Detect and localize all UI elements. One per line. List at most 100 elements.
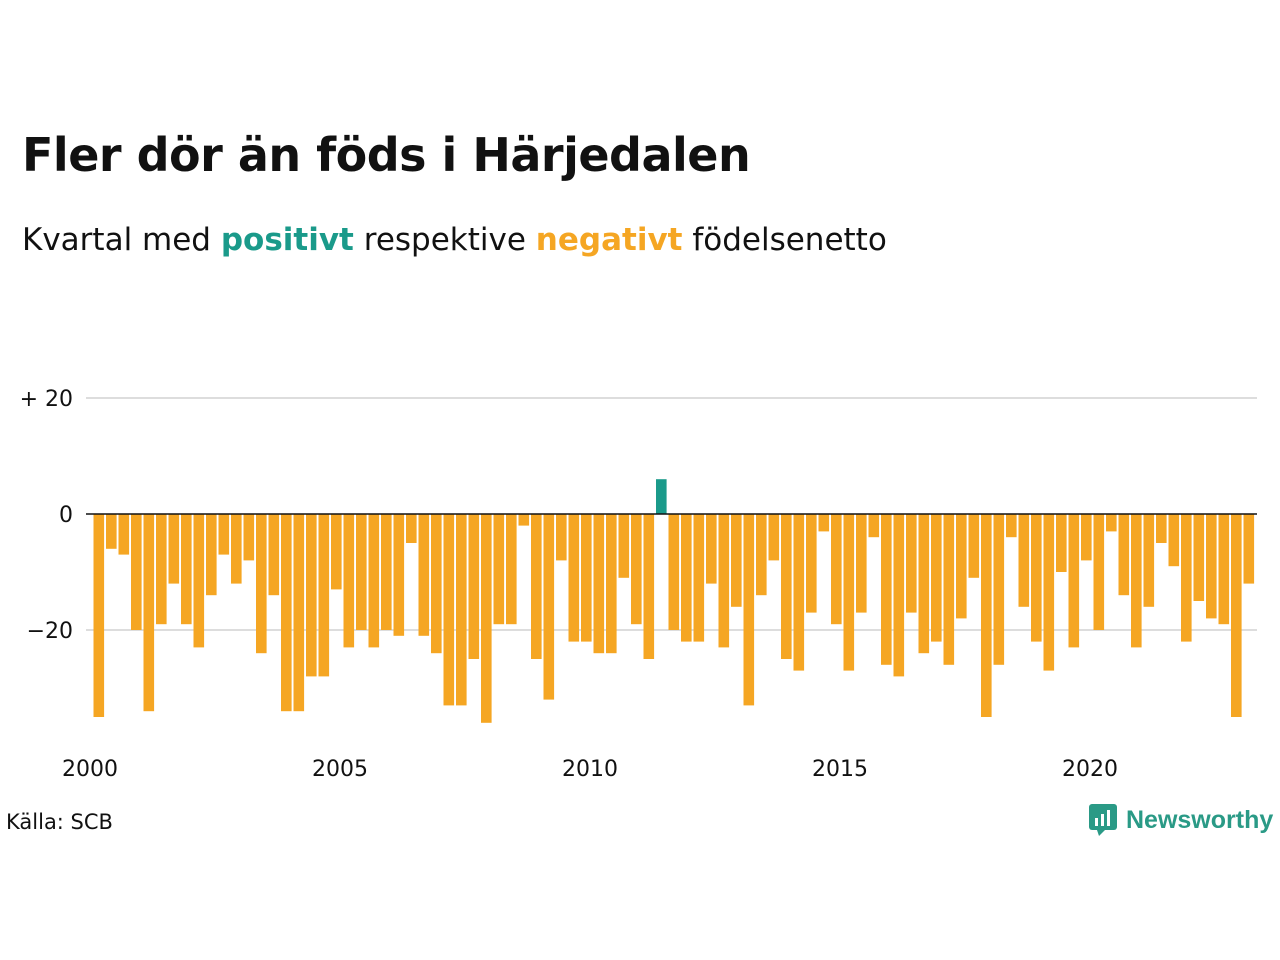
y-axis-ticks: + 20 0 −20 bbox=[20, 387, 73, 644]
x-tick-label: 2005 bbox=[312, 757, 368, 782]
bar bbox=[731, 514, 742, 607]
x-tick-label: 2010 bbox=[562, 757, 618, 782]
bar bbox=[593, 514, 605, 654]
bar bbox=[843, 514, 855, 671]
bar bbox=[768, 514, 780, 561]
bar bbox=[468, 514, 480, 659]
bar bbox=[1093, 514, 1105, 630]
bar bbox=[556, 514, 567, 561]
bar bbox=[143, 514, 155, 712]
bar bbox=[343, 514, 355, 648]
bar bbox=[1031, 514, 1042, 642]
bar bbox=[706, 514, 717, 584]
bar bbox=[668, 514, 680, 630]
logo-text: Newsworthy bbox=[1126, 805, 1274, 834]
bar bbox=[168, 514, 180, 584]
bar bbox=[131, 514, 142, 630]
bar bbox=[818, 514, 830, 532]
bar bbox=[1156, 514, 1167, 543]
bar bbox=[1206, 514, 1217, 619]
bar bbox=[1106, 514, 1117, 532]
bar bbox=[943, 514, 955, 665]
subtitle-prefix: Kvartal med bbox=[22, 222, 211, 258]
subtitle-suffix: födelsenetto bbox=[692, 222, 887, 258]
y-tick-label: + 20 bbox=[20, 387, 73, 412]
bar bbox=[606, 514, 617, 654]
bar bbox=[893, 514, 905, 677]
bar bbox=[393, 514, 405, 636]
bar bbox=[181, 514, 192, 625]
bar bbox=[456, 514, 467, 706]
subtitle-positive-word: positivt bbox=[220, 222, 354, 258]
bar bbox=[106, 514, 117, 549]
bar bbox=[243, 514, 255, 561]
bar bbox=[1193, 514, 1205, 601]
x-axis-ticks: 2000 2005 2010 2015 2020 bbox=[62, 757, 1118, 782]
newsworthy-logo: Newsworthy bbox=[1088, 803, 1273, 837]
bar bbox=[418, 514, 430, 636]
bar bbox=[318, 514, 330, 677]
bar bbox=[956, 514, 967, 619]
bar bbox=[868, 514, 880, 538]
chart-title: Fler dör än föds i Härjedalen bbox=[22, 128, 751, 182]
bar bbox=[1018, 514, 1030, 607]
bar bbox=[1118, 514, 1130, 596]
bar bbox=[156, 514, 167, 625]
y-tick-label: −20 bbox=[27, 619, 73, 644]
bar bbox=[193, 514, 205, 648]
bar bbox=[793, 514, 805, 671]
bar bbox=[918, 514, 930, 654]
bar bbox=[1006, 514, 1017, 538]
bar bbox=[1081, 514, 1092, 561]
bar bbox=[331, 514, 342, 590]
bar bbox=[118, 514, 130, 555]
bar bbox=[993, 514, 1005, 665]
bar bbox=[506, 514, 517, 625]
bar bbox=[293, 514, 305, 712]
x-tick-label: 2000 bbox=[62, 757, 118, 782]
y-tick-label: 0 bbox=[59, 503, 73, 528]
bar bbox=[531, 514, 542, 659]
bar bbox=[906, 514, 917, 613]
bar bbox=[581, 514, 592, 642]
bar bbox=[206, 514, 217, 596]
bar bbox=[281, 514, 292, 712]
bar bbox=[1068, 514, 1080, 648]
bar bbox=[981, 514, 992, 717]
bar bbox=[1056, 514, 1067, 572]
chart-subtitle: Kvartal med positivt respektive negativt… bbox=[22, 222, 887, 258]
subtitle-negative-word: negativt bbox=[535, 222, 683, 258]
bar bbox=[643, 514, 655, 659]
bar bbox=[306, 514, 317, 677]
bar bbox=[231, 514, 242, 584]
bar bbox=[1168, 514, 1180, 567]
x-tick-label: 2020 bbox=[1062, 757, 1118, 782]
bar bbox=[1181, 514, 1192, 642]
bar bbox=[631, 514, 642, 625]
bar bbox=[481, 514, 492, 723]
bar bbox=[931, 514, 942, 642]
bar bbox=[543, 514, 555, 700]
bar bbox=[806, 514, 817, 613]
bar bbox=[93, 514, 105, 717]
bar bbox=[568, 514, 580, 642]
bar bbox=[256, 514, 267, 654]
bar bbox=[968, 514, 980, 578]
bar bbox=[493, 514, 505, 625]
subtitle-middle: respektive bbox=[363, 222, 526, 258]
bar bbox=[743, 514, 755, 706]
bar bbox=[718, 514, 730, 648]
bar bbox=[218, 514, 230, 555]
bar bbox=[656, 479, 667, 514]
bar bbox=[856, 514, 867, 613]
bar bbox=[1043, 514, 1055, 671]
bar bbox=[781, 514, 792, 659]
bar bbox=[406, 514, 417, 543]
source-label: Källa: SCB bbox=[6, 810, 113, 834]
bar bbox=[518, 514, 530, 526]
bar-chart: + 20 0 −20 2000 2005 2010 2015 2020 bbox=[20, 387, 1257, 782]
bar bbox=[1131, 514, 1142, 648]
bar bbox=[618, 514, 630, 578]
bar bbox=[1143, 514, 1155, 607]
bar bbox=[693, 514, 705, 642]
